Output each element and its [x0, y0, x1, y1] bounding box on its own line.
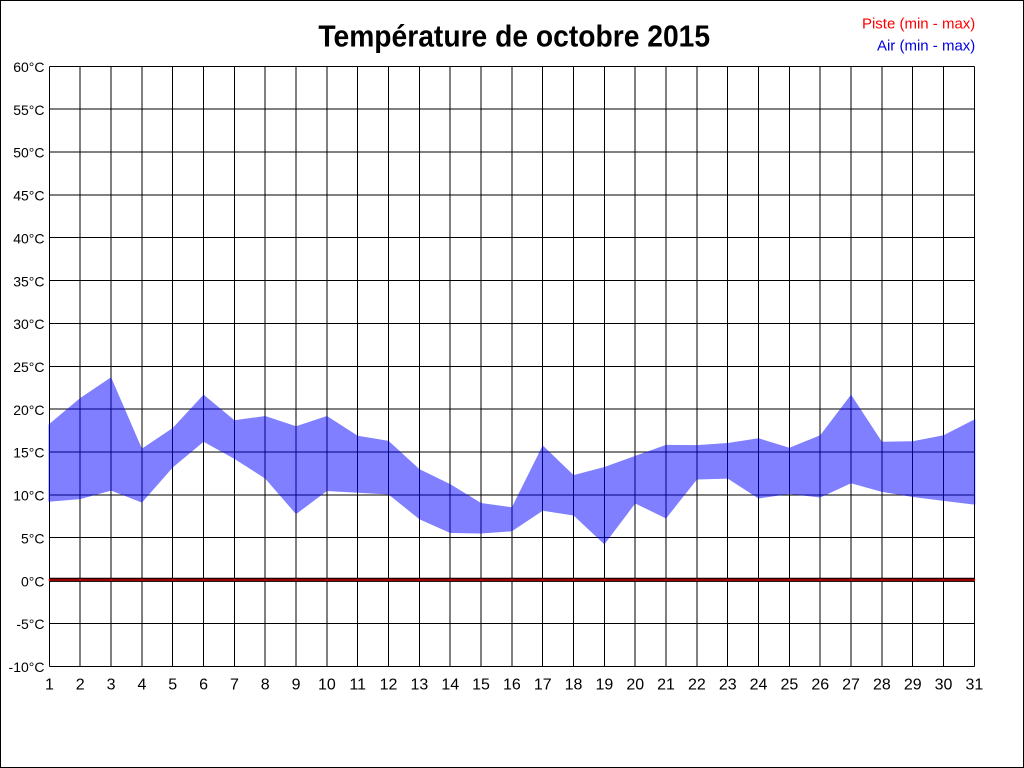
svg-text:50°C: 50°C: [13, 145, 44, 161]
svg-text:6: 6: [199, 676, 208, 693]
svg-text:8: 8: [261, 676, 270, 693]
svg-text:23: 23: [719, 676, 737, 693]
svg-text:15: 15: [472, 676, 490, 693]
svg-text:25°C: 25°C: [13, 359, 44, 375]
svg-text:7: 7: [230, 676, 239, 693]
svg-text:10: 10: [318, 676, 336, 693]
svg-text:27: 27: [842, 676, 860, 693]
svg-text:55°C: 55°C: [13, 102, 44, 118]
svg-text:21: 21: [657, 676, 675, 693]
svg-text:1: 1: [45, 676, 54, 693]
svg-text:-10°C: -10°C: [9, 659, 45, 675]
svg-text:0°C: 0°C: [21, 573, 45, 589]
svg-text:45°C: 45°C: [13, 188, 44, 204]
svg-text:4: 4: [137, 676, 146, 693]
svg-text:28: 28: [873, 676, 891, 693]
svg-text:20: 20: [626, 676, 644, 693]
svg-text:14: 14: [441, 676, 459, 693]
svg-text:35°C: 35°C: [13, 273, 44, 289]
svg-text:30: 30: [935, 676, 953, 693]
svg-text:30°C: 30°C: [13, 316, 44, 332]
svg-text:5°C: 5°C: [21, 530, 45, 546]
svg-text:24: 24: [750, 676, 768, 693]
svg-text:Air (min - max): Air (min - max): [877, 37, 975, 54]
svg-text:40°C: 40°C: [13, 230, 44, 246]
svg-text:Piste (min - max): Piste (min - max): [862, 15, 975, 32]
svg-text:9: 9: [292, 676, 301, 693]
svg-text:17: 17: [534, 676, 552, 693]
svg-text:20°C: 20°C: [13, 402, 44, 418]
svg-text:11: 11: [349, 676, 366, 693]
svg-text:-5°C: -5°C: [16, 616, 44, 632]
svg-text:31: 31: [966, 676, 984, 693]
svg-text:16: 16: [503, 676, 521, 693]
svg-text:Température de octobre 2015: Température de octobre 2015: [318, 19, 710, 53]
svg-text:2: 2: [76, 676, 85, 693]
svg-text:10°C: 10°C: [13, 488, 44, 504]
svg-text:26: 26: [811, 676, 829, 693]
svg-text:5: 5: [168, 676, 177, 693]
svg-text:29: 29: [904, 676, 922, 693]
svg-text:3: 3: [107, 676, 116, 693]
svg-text:15°C: 15°C: [13, 445, 44, 461]
svg-text:19: 19: [596, 676, 614, 693]
svg-text:13: 13: [411, 676, 429, 693]
svg-text:25: 25: [781, 676, 799, 693]
svg-text:18: 18: [565, 676, 583, 693]
svg-text:12: 12: [380, 676, 398, 693]
svg-text:22: 22: [688, 676, 706, 693]
svg-text:60°C: 60°C: [13, 59, 44, 75]
